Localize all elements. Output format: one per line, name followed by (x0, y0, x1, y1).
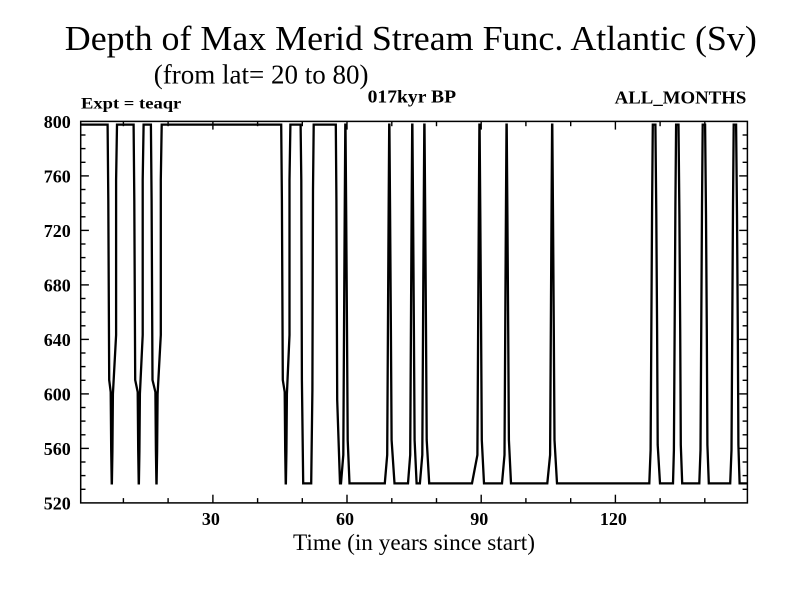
svg-text:Expt = teaqr: Expt = teaqr (81, 95, 181, 112)
svg-text:560: 560 (44, 439, 71, 459)
svg-text:Depth of Max Merid Stream Func: Depth of Max Merid Stream Func. Atlantic… (65, 19, 757, 58)
svg-text:ALL_MONTHS: ALL_MONTHS (615, 87, 747, 107)
svg-text:120: 120 (600, 509, 627, 529)
svg-text:90: 90 (470, 509, 488, 529)
svg-text:30: 30 (202, 509, 220, 529)
svg-text:520: 520 (44, 493, 71, 513)
svg-text:760: 760 (44, 166, 71, 186)
svg-text:600: 600 (44, 384, 71, 404)
svg-text:Time (in years since start): Time (in years since start) (293, 530, 535, 555)
svg-text:720: 720 (44, 221, 71, 241)
svg-text:60: 60 (336, 509, 354, 529)
svg-text:680: 680 (44, 275, 71, 295)
svg-text:800: 800 (44, 112, 71, 132)
svg-text:(from lat= 20 to 80): (from lat= 20 to 80) (154, 60, 369, 90)
svg-text:017kyr BP: 017kyr BP (368, 86, 457, 106)
svg-text:640: 640 (44, 330, 71, 350)
